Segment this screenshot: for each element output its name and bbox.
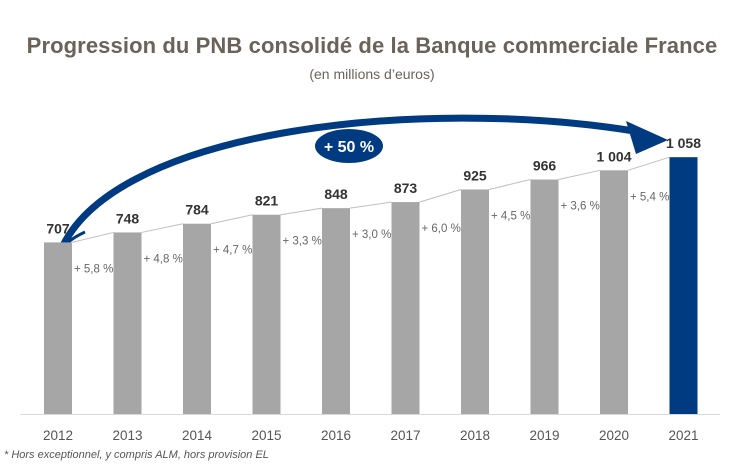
value-label-2018: 925 xyxy=(463,167,487,183)
x-tick-2016: 2016 xyxy=(321,428,351,443)
arrow-head-icon xyxy=(626,121,668,154)
growth-label-2021: + 5,4 % xyxy=(630,191,669,203)
connector-2020-2021 xyxy=(627,156,670,171)
value-label-2016: 848 xyxy=(324,186,348,202)
value-label-2017: 873 xyxy=(394,180,418,196)
growth-label-2019: + 4,5 % xyxy=(491,210,530,222)
growth-label-2015: + 4,7 % xyxy=(213,245,252,257)
value-label-2019: 966 xyxy=(533,158,557,174)
growth-label-2014: + 4,8 % xyxy=(144,253,183,265)
connector-2013-2014 xyxy=(141,223,184,233)
arrow-curve xyxy=(54,114,644,262)
growth-label-2018: + 6,0 % xyxy=(422,223,461,235)
bar-2020 xyxy=(600,170,628,414)
x-tick-2013: 2013 xyxy=(112,428,142,443)
bar-2016 xyxy=(322,208,350,414)
bar-2012 xyxy=(44,242,72,414)
trend-connectors xyxy=(71,156,670,243)
connector-2017-2018 xyxy=(419,188,462,203)
chart-subtitle: (en millions d’euros) xyxy=(309,66,435,82)
growth-label-2016: + 3,3 % xyxy=(283,236,322,248)
value-label-2015: 821 xyxy=(255,193,279,209)
value-labels: 707 748 784 821 848 873 925 966 1 004 1 058 xyxy=(46,135,701,236)
bar-2013 xyxy=(113,232,142,414)
x-tick-2018: 2018 xyxy=(460,428,490,443)
value-label-2014: 784 xyxy=(185,202,209,218)
connector-2018-2019 xyxy=(488,179,531,190)
connector-2014-2015 xyxy=(210,214,253,225)
badge-label: + 50 % xyxy=(324,139,374,156)
bar-2017 xyxy=(391,202,420,414)
chart-title: Progression du PNB consolidé de la Banqu… xyxy=(26,33,718,58)
x-tick-2020: 2020 xyxy=(599,428,629,443)
growth-label-2017: + 3,0 % xyxy=(352,229,391,241)
bar-2018 xyxy=(461,189,489,414)
growth-labels: + 5,8 % + 4,8 % + 4,7 % + 3,3 % + 3,0 % + 6,0… xyxy=(74,191,669,275)
growth-badge: + 50 % xyxy=(315,129,383,163)
growth-label-2020: + 3,6 % xyxy=(561,201,600,213)
bar-2015 xyxy=(252,214,281,414)
connector-2012-2013 xyxy=(71,231,114,243)
connector-2015-2016 xyxy=(280,207,323,216)
connector-2019-2020 xyxy=(558,169,601,181)
x-tick-2017: 2017 xyxy=(390,428,420,443)
value-label-2012: 707 xyxy=(46,220,70,236)
value-label-2021: 1 058 xyxy=(666,135,701,151)
x-tick-2012: 2012 xyxy=(43,428,73,443)
bar-2021 xyxy=(669,157,698,414)
x-tick-2019: 2019 xyxy=(529,428,559,443)
bars xyxy=(44,157,698,414)
bar-2019 xyxy=(530,179,559,414)
x-tick-2015: 2015 xyxy=(251,428,281,443)
connector-2016-2017 xyxy=(349,201,392,209)
value-label-2013: 748 xyxy=(116,210,140,226)
x-tick-2021: 2021 xyxy=(668,428,698,443)
bar-2014 xyxy=(183,223,211,414)
x-axis: 2012 2013 2014 2015 2016 2017 2018 2019 2020 2021 xyxy=(20,414,720,443)
growth-label-2013: + 5,8 % xyxy=(74,263,113,275)
badge-ellipse xyxy=(315,129,383,163)
x-tick-2014: 2014 xyxy=(182,428,213,443)
footnote: * Hors exceptionnel, y compris ALM, hors… xyxy=(4,449,269,461)
value-label-2020: 1 004 xyxy=(596,148,631,164)
